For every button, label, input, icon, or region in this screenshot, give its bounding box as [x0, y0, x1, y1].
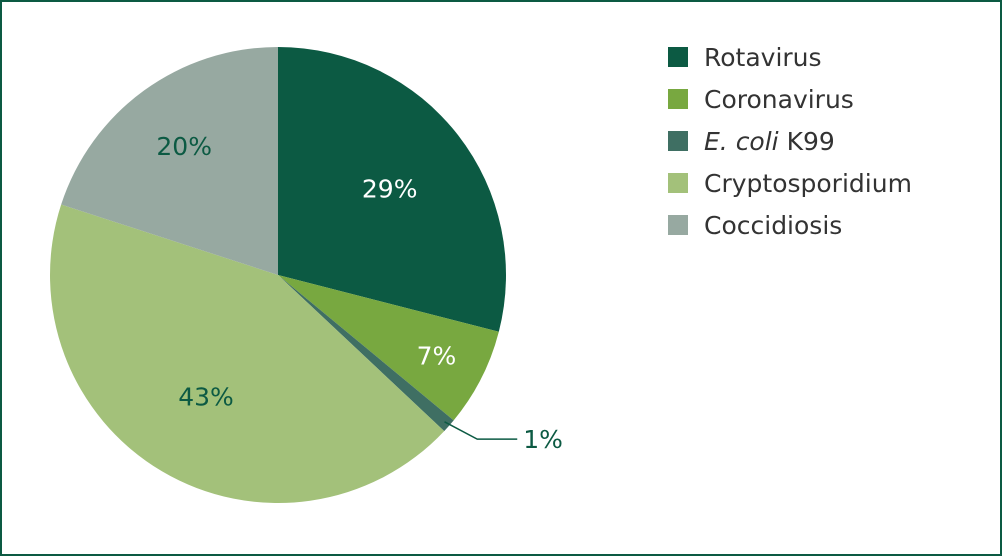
- legend-item: Rotavirus: [668, 36, 912, 78]
- legend-item: Coccidiosis: [668, 204, 912, 246]
- legend-swatch: [668, 173, 688, 193]
- legend-swatch: [668, 89, 688, 109]
- leader-line: [444, 421, 518, 440]
- legend-swatch: [668, 47, 688, 67]
- pie-slices: [49, 47, 506, 503]
- legend-label: Cryptosporidium: [704, 168, 912, 198]
- slice-label-rotavirus: 29%: [362, 174, 418, 203]
- pie-slice-rotavirus: [278, 47, 506, 332]
- legend-label: Coronavirus: [704, 84, 854, 114]
- pie-slice-coronavirus: [278, 275, 499, 421]
- pie-slice-e-coli-k99: [278, 275, 454, 432]
- slice-label-coccidiosis: 20%: [156, 132, 212, 161]
- legend: Rotavirus Coronavirus E. coli K99 Cryptospo…: [668, 36, 912, 246]
- legend-item: Cryptosporidium: [668, 162, 912, 204]
- legend-item: Coronavirus: [668, 78, 912, 120]
- pie-slice-cryptosporidium: [49, 204, 445, 503]
- legend-label: E. coli K99: [704, 126, 835, 156]
- pie-labels: 29% 7% 1% 43% 20%: [156, 132, 563, 454]
- legend-swatch: [668, 215, 688, 235]
- legend-item: E. coli K99: [668, 120, 912, 162]
- pie-slice-coccidiosis: [61, 47, 278, 275]
- slice-label-e-coli-k99: 1%: [523, 425, 563, 454]
- slice-label-cryptosporidium: 43%: [178, 383, 234, 412]
- slice-label-coronavirus: 7%: [417, 342, 457, 371]
- legend-label: Rotavirus: [704, 42, 822, 72]
- legend-swatch: [668, 131, 688, 151]
- legend-label: Coccidiosis: [704, 210, 843, 240]
